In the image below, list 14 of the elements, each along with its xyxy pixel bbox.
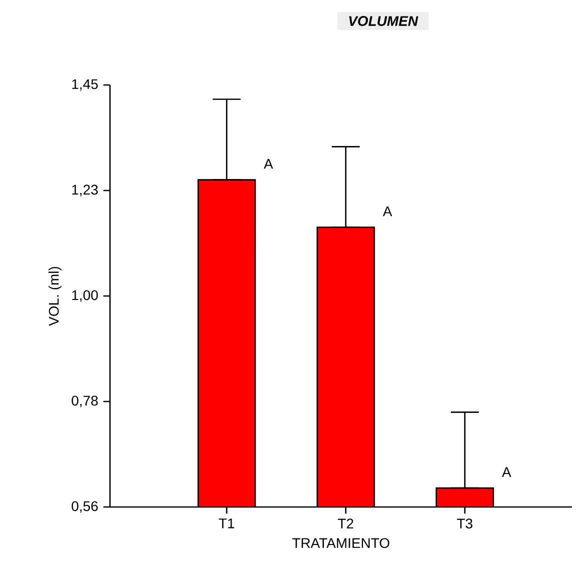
annotation: A <box>502 467 512 477</box>
annotation: A <box>264 159 274 169</box>
annotation: A <box>382 206 392 216</box>
y-tick-label: 1,45 <box>72 79 98 91</box>
x-tick-label: T2 <box>338 518 354 528</box>
chart-title: VOLUMEN <box>349 16 418 26</box>
y-tick-label: 1,23 <box>72 184 98 196</box>
y-tick-label: 0,78 <box>72 396 98 408</box>
y-tick-label: 0,56 <box>72 501 98 513</box>
x-tick-label: T3 <box>456 518 472 529</box>
y-tick-label: 1,00 <box>72 290 98 302</box>
y-axis-title: VOL. (ml) <box>48 266 62 326</box>
x-tick-label: T1 <box>218 518 234 528</box>
x-axis-title: TRATAMIENTO <box>292 538 390 548</box>
